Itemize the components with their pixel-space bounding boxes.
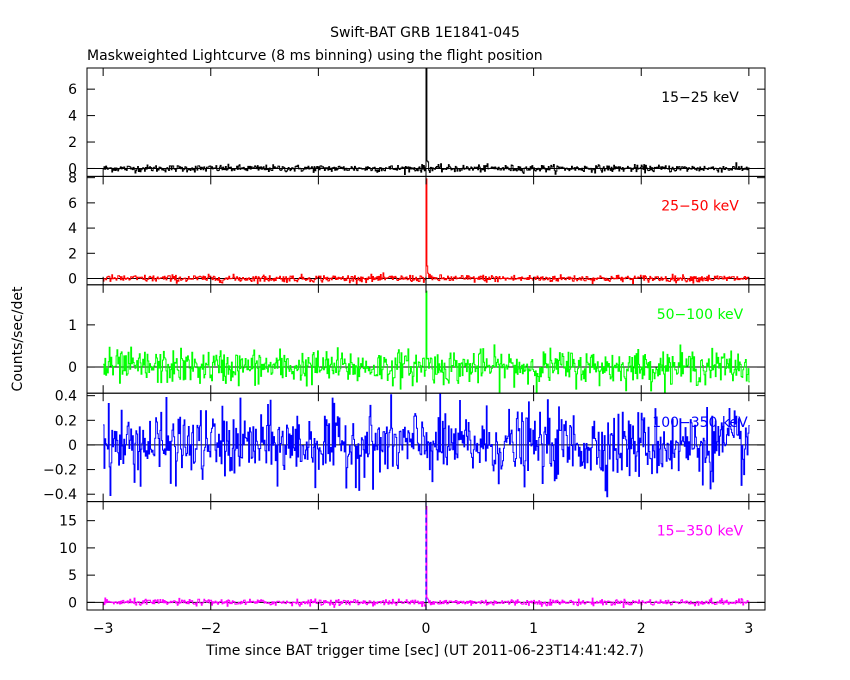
x-tick-label: 3 [744,621,753,637]
y-tick-label: 15 [59,514,77,530]
panel-100-350 keV: −0.4 −0.2 0 0.2 0.4 100−350 keV [43,389,766,503]
y-tick-label: 6 [68,82,77,98]
chart-title: Swift-BAT GRB 1E1841-045 [330,25,520,41]
y-tick-label: 0.2 [55,413,77,429]
panel-15-25 keV: 0 2 4 6 15−25 keV [68,67,766,177]
x-tick-label: −3 [93,621,114,637]
y-tick-label: 1 [68,318,77,334]
x-tick-label: −1 [308,621,329,637]
x-tick-label: 1 [529,621,538,637]
panel-15-350 keV: 0 5 10 15 15−350 keV [59,501,766,611]
series-line [103,506,750,608]
panel-25-50 keV: 0 2 4 6 8 25−50 keV [68,171,766,287]
panels: 0 2 4 6 15−25 keV 0 2 4 6 8 25−50 keV 0 1 50−100 keV −… [43,67,766,611]
x-tick-label: −2 [200,621,221,637]
chart-subtitle: Maskweighted Lightcurve (8 ms binning) u… [87,48,543,64]
panel-label: 50−100 keV [657,307,744,323]
series-line [103,68,750,175]
x-tick-labels: −3 −2 −1 0 1 2 3 [93,621,753,637]
y-tick-label: 0 [68,161,77,177]
y-tick-label: −0.4 [43,487,77,503]
y-tick-label: 2 [68,246,77,262]
panel-label: 15−25 keV [661,90,739,106]
y-tick-label: 0 [68,595,77,611]
y-tick-label: 2 [68,135,77,151]
y-tick-label: 4 [68,109,77,125]
y-tick-label: 10 [59,541,77,557]
x-tick-label: 0 [422,621,431,637]
y-tick-label: 6 [68,196,77,212]
x-axis-label: Time since BAT trigger time [sec] (UT 20… [205,643,644,659]
series-line [103,393,750,498]
y-tick-label: 8 [68,171,77,187]
x-tick-label: 2 [637,621,646,637]
panel-label: 15−350 keV [657,524,744,540]
series-line [103,290,750,394]
y-tick-label: 4 [68,221,77,237]
panel-label: 100−350 keV [652,415,748,431]
y-tick-label: 0 [68,360,77,376]
y-tick-label: −0.2 [43,463,77,479]
y-tick-label: 0.4 [55,389,77,405]
y-tick-label: 0 [68,438,77,454]
y-tick-label: 0 [68,271,77,287]
panel-50-100 keV: 0 1 50−100 keV [68,284,766,394]
panel-label: 25−50 keV [661,198,739,214]
series-line [103,178,750,285]
y-axis-label: Counts/sec/det [10,286,26,391]
y-tick-label: 5 [68,568,77,584]
